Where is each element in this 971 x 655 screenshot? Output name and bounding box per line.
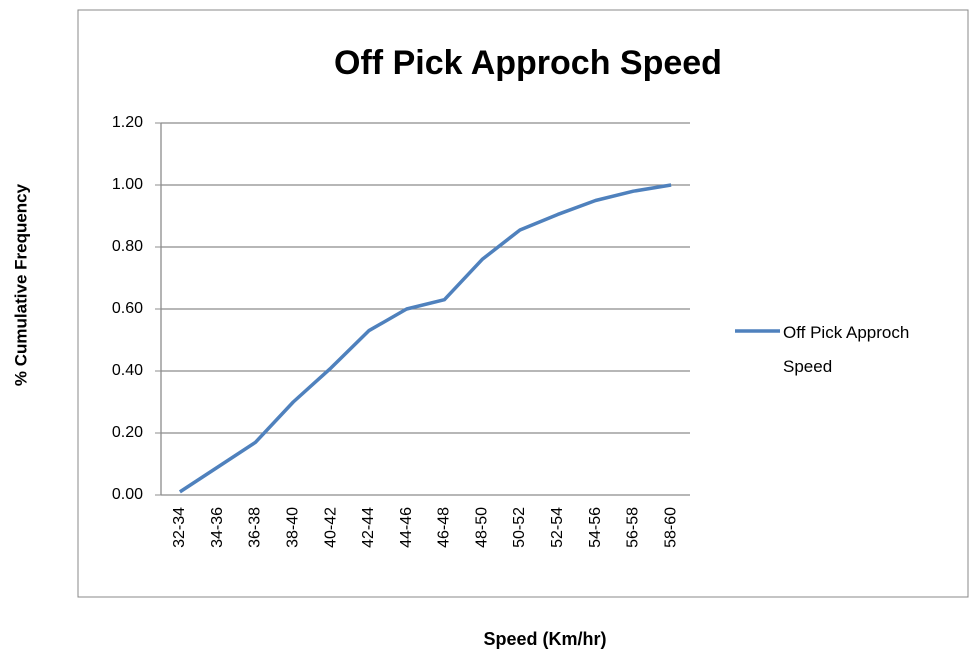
x-tick-label: 48-50 (473, 507, 490, 548)
y-tick-label: 0.20 (112, 424, 143, 441)
line-series (178, 183, 672, 494)
x-tick-label: 50-52 (511, 507, 528, 548)
x-axis-label: Speed (Km/hr) (483, 629, 606, 649)
legend-label: Off Pick Approch Speed (783, 323, 910, 376)
y-tick-label: 1.00 (112, 176, 143, 193)
x-tick-label: 54-56 (587, 507, 604, 548)
x-tick-label: 40-42 (322, 507, 339, 548)
x-tick-label: 56-58 (625, 507, 642, 548)
y-axis-label: % Cumulative Frequency (11, 183, 30, 386)
x-tick-label: 58-60 (662, 507, 679, 548)
x-tick-label: 46-48 (436, 507, 453, 548)
y-tick-label: 1.20 (112, 114, 143, 131)
chart-border (77, 9, 969, 598)
chart-title: Off Pick Approch Speed (334, 44, 722, 82)
x-tick-label: 38-40 (284, 507, 301, 548)
x-tick-label: 32-34 (171, 507, 188, 548)
x-tick-label: 42-44 (360, 507, 377, 548)
y-tick-label: 0.40 (112, 362, 143, 379)
x-tick-label: 36-38 (247, 507, 264, 548)
y-tick-label: 0.60 (112, 300, 143, 317)
x-tick-label: 34-36 (209, 507, 226, 548)
y-tick-label: 0.00 (112, 486, 143, 503)
y-tick-label: 0.80 (112, 238, 143, 255)
x-tick-label: 44-46 (398, 507, 415, 548)
x-tick-label: 52-54 (549, 507, 566, 548)
